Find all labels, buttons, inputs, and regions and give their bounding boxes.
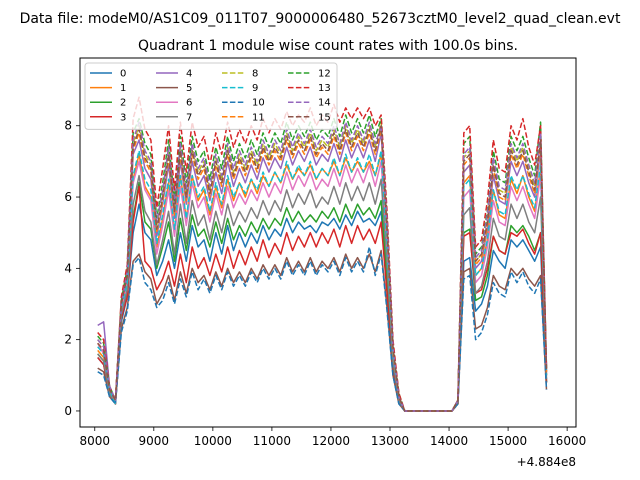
legend-label-0: 0 xyxy=(120,69,126,80)
x-tick-label: 9000 xyxy=(139,434,170,448)
legend-label-3: 3 xyxy=(120,112,126,123)
x-tick-label: 11000 xyxy=(253,434,291,448)
legend-label-5: 5 xyxy=(186,83,192,94)
x-tick-label: 16000 xyxy=(548,434,586,448)
legend-label-4: 4 xyxy=(186,69,192,80)
x-offset-label: +4.884e8 xyxy=(517,455,576,469)
legend-label-9: 9 xyxy=(252,83,258,94)
y-tick-label: 0 xyxy=(64,404,72,418)
x-tick-label: 10000 xyxy=(194,434,232,448)
x-tick-label: 14000 xyxy=(430,434,468,448)
series-line-5 xyxy=(97,249,548,412)
legend-label-6: 6 xyxy=(186,98,192,109)
y-tick-label: 2 xyxy=(64,333,72,347)
x-tick-label: 15000 xyxy=(489,434,527,448)
legend-frame xyxy=(84,62,338,130)
legend-label-7: 7 xyxy=(186,112,192,123)
x-tick-label: 13000 xyxy=(371,434,409,448)
legend-label-15: 15 xyxy=(318,112,331,123)
y-tick-label: 6 xyxy=(64,190,72,204)
series-line-0 xyxy=(97,203,548,412)
series-line-3 xyxy=(97,185,548,412)
figure-suptitle: Data file: modeM0/AS1C09_011T07_90000064… xyxy=(20,11,621,27)
legend-label-13: 13 xyxy=(318,83,331,94)
chart-title: Quadrant 1 module wise count rates with … xyxy=(138,38,518,54)
y-tick-label: 8 xyxy=(64,119,72,133)
series-line-9 xyxy=(97,149,548,412)
x-axis: 8000 9000 10000 11000 12000 13000 14000 15000 16… xyxy=(79,427,586,448)
plot-area-frame xyxy=(79,57,577,428)
legend-label-11: 11 xyxy=(252,112,265,123)
y-tick-label: 4 xyxy=(64,261,72,275)
x-tick-label: 12000 xyxy=(312,434,350,448)
legend-label-1: 1 xyxy=(120,83,126,94)
legend-label-14: 14 xyxy=(318,98,331,109)
y-axis: 0 2 4 6 8 xyxy=(64,119,80,418)
legend-label-10: 10 xyxy=(252,98,265,109)
series-line-15 xyxy=(97,124,548,412)
series-line-7 xyxy=(97,174,548,412)
series-lines xyxy=(97,96,548,412)
series-line-10 xyxy=(97,246,548,412)
x-tick-label: 8000 xyxy=(79,434,110,448)
legend-label-8: 8 xyxy=(252,69,258,80)
legend-label-12: 12 xyxy=(318,69,331,80)
legend-label-2: 2 xyxy=(120,98,126,109)
series-line-2 xyxy=(97,182,548,412)
